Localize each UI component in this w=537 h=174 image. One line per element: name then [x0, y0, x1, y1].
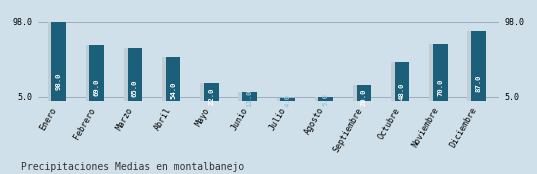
Text: 70.0: 70.0	[437, 78, 443, 96]
Text: 22.0: 22.0	[208, 88, 214, 105]
Text: Precipitaciones Medias en montalbanejo: Precipitaciones Medias en montalbanejo	[21, 162, 245, 172]
Bar	[204, 83, 219, 101]
Bar	[124, 48, 139, 101]
Bar	[391, 62, 405, 101]
Bar	[238, 92, 253, 101]
Bar	[200, 83, 215, 101]
Bar	[162, 57, 177, 101]
Text: 4.0: 4.0	[285, 94, 291, 107]
Text: 54.0: 54.0	[170, 81, 176, 99]
Bar	[277, 98, 291, 101]
Text: 48.0: 48.0	[399, 82, 405, 100]
Bar	[433, 44, 447, 101]
Bar	[471, 31, 485, 101]
Bar	[467, 31, 482, 101]
Text: 69.0: 69.0	[94, 78, 100, 96]
Bar	[128, 48, 142, 101]
Bar	[353, 85, 367, 101]
Text: 87.0: 87.0	[475, 75, 481, 92]
Text: 98.0: 98.0	[56, 72, 62, 90]
Text: 65.0: 65.0	[132, 79, 138, 97]
Bar	[166, 57, 180, 101]
Text: 11.0: 11.0	[246, 90, 252, 108]
Bar	[242, 92, 257, 101]
Bar	[318, 97, 333, 101]
Bar	[280, 98, 295, 101]
Bar	[357, 85, 371, 101]
Bar	[315, 97, 329, 101]
Bar	[429, 44, 444, 101]
Bar	[86, 45, 100, 101]
Bar	[47, 22, 62, 101]
Text: 5.0: 5.0	[323, 93, 329, 106]
Bar	[90, 45, 104, 101]
Bar	[52, 22, 66, 101]
Bar	[395, 62, 409, 101]
Text: 20.0: 20.0	[361, 88, 367, 106]
